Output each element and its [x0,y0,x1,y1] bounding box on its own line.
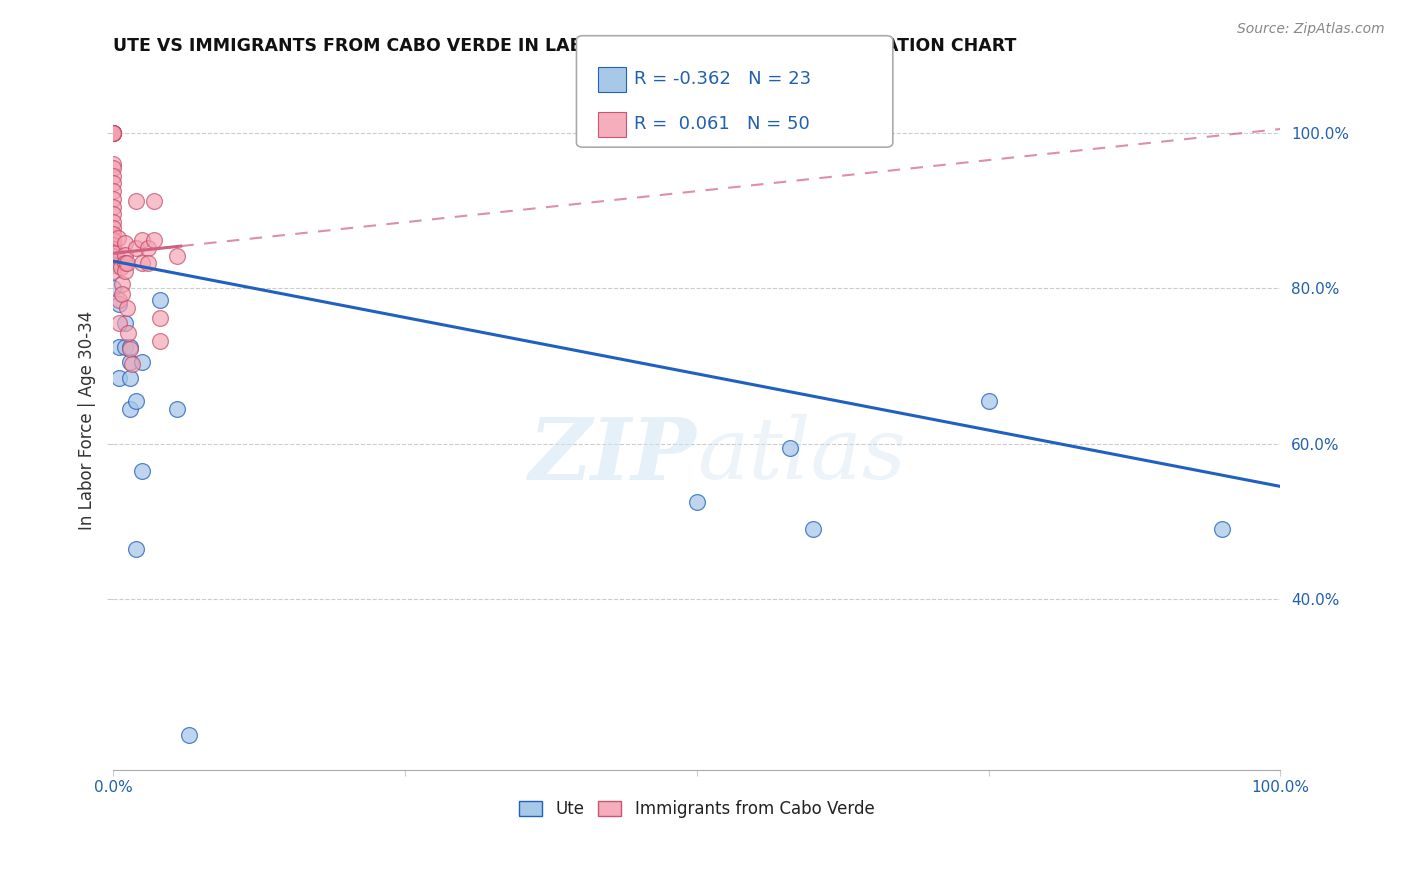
Point [101,161,124,175]
Point [114,340,136,354]
Point [166,401,188,416]
Point [111,277,134,292]
Point [114,248,136,262]
Point [101,227,124,241]
Point [120,401,142,416]
Point [803,522,825,536]
Text: R =  0.061   N = 50: R = 0.061 N = 50 [634,115,810,133]
Point [142,233,165,247]
Point [125,541,148,556]
Point [101,220,124,235]
Point [114,236,136,251]
Point [149,334,172,348]
Point [177,728,200,742]
Point [101,258,124,272]
Point [107,293,129,307]
Point [1211,522,1233,536]
Point [125,194,148,209]
Point [101,177,124,191]
Point [114,264,136,278]
Point [101,207,124,221]
Point [101,169,124,183]
Point [120,340,142,354]
Point [125,393,148,408]
Point [114,316,136,330]
Point [131,355,153,369]
Point [101,126,124,140]
Point [107,340,129,354]
Point [131,233,153,247]
Point [107,316,129,330]
Point [115,301,138,315]
Point [101,126,124,140]
Point [107,297,129,311]
Point [107,370,129,384]
Point [101,237,124,252]
Point [685,495,707,509]
Point [101,126,124,140]
Point [101,184,124,198]
Point [107,231,129,245]
Legend: Ute, Immigrants from Cabo Verde: Ute, Immigrants from Cabo Verde [512,793,882,824]
Point [105,246,128,260]
Point [114,255,136,269]
Point [101,249,124,263]
Text: atlas: atlas [696,414,905,497]
Point [101,254,124,268]
Point [101,233,124,247]
Point [101,281,124,295]
Point [149,293,172,307]
Point [779,441,801,455]
Point [101,200,124,214]
Point [120,370,142,384]
Text: Source: ZipAtlas.com: Source: ZipAtlas.com [1237,22,1385,37]
Text: UTE VS IMMIGRANTS FROM CABO VERDE IN LABOR FORCE | AGE 30-34 CORRELATION CHART: UTE VS IMMIGRANTS FROM CABO VERDE IN LAB… [112,37,1017,55]
Point [117,326,139,341]
Point [136,241,159,255]
Point [101,192,124,206]
Point [101,126,124,140]
Point [131,464,153,478]
Point [136,256,159,270]
Point [115,255,138,269]
Point [121,358,143,372]
Text: R = -0.362   N = 23: R = -0.362 N = 23 [634,70,811,88]
Text: ZIP: ZIP [529,414,696,497]
Point [149,310,172,325]
Point [977,393,1000,408]
Point [111,286,134,301]
Point [101,215,124,229]
Point [166,249,188,263]
Point [101,255,124,269]
Point [101,126,124,140]
Y-axis label: In Labor Force | Age 30-34: In Labor Force | Age 30-34 [79,310,96,530]
Point [125,241,148,255]
Point [101,264,124,278]
Point [101,157,124,171]
Point [131,256,153,270]
Point [142,194,165,209]
Point [120,355,142,369]
Point [120,342,142,356]
Point [101,243,124,257]
Point [110,260,132,274]
